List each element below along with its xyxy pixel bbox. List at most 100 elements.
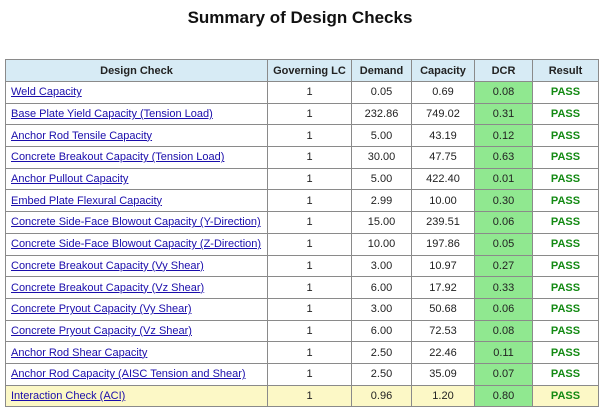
cell-capacity: 72.53 — [411, 319, 475, 343]
table-row: Anchor Pullout Capacity 1 5.00 422.40 0.01 PA… — [5, 167, 599, 191]
cell-dcr: 0.30 — [474, 189, 533, 213]
cell-result: PASS — [532, 362, 599, 386]
cell-governing-lc: 1 — [267, 319, 352, 343]
cell-capacity: 35.09 — [411, 362, 475, 386]
cell-dcr: 0.07 — [474, 362, 533, 386]
cell-design-check: Concrete Breakout Capacity (Vy Shear) — [5, 254, 268, 278]
cell-demand: 0.05 — [351, 81, 412, 104]
cell-capacity: 10.00 — [411, 189, 475, 213]
cell-dcr: 0.05 — [474, 232, 533, 256]
cell-result: PASS — [532, 341, 599, 364]
cell-design-check: Concrete Pryout Capacity (Vz Shear) — [5, 319, 268, 343]
cell-design-check: Interaction Check (ACI) — [5, 384, 268, 408]
cell-dcr: 0.31 — [474, 102, 533, 126]
cell-design-check: Base Plate Yield Capacity (Tension Load) — [5, 102, 268, 126]
column-header: Capacity — [411, 59, 475, 82]
cell-demand: 6.00 — [351, 276, 412, 299]
cell-capacity: 47.75 — [411, 146, 475, 169]
cell-demand: 2.50 — [351, 341, 412, 364]
cell-dcr: 0.63 — [474, 146, 533, 169]
cell-governing-lc: 1 — [267, 384, 352, 408]
design-check-link[interactable]: Concrete Side-Face Blowout Capacity (Z-D… — [11, 238, 262, 251]
cell-capacity: 1.20 — [411, 384, 475, 408]
column-header: Demand — [351, 59, 412, 82]
table-body: Weld Capacity 1 0.05 0.69 0.08 PASS Base Plate… — [5, 81, 599, 408]
cell-design-check: Anchor Pullout Capacity — [5, 167, 268, 191]
cell-capacity: 0.69 — [411, 81, 475, 104]
table-row: Concrete Pryout Capacity (Vy Shear) 1 3.00… — [5, 297, 599, 321]
design-check-link[interactable]: Concrete Breakout Capacity (Vz Shear) — [11, 281, 205, 294]
cell-governing-lc: 1 — [267, 362, 352, 386]
cell-governing-lc: 1 — [267, 297, 352, 321]
table-row: Concrete Pryout Capacity (Vz Shear) 1 6.00… — [5, 319, 599, 343]
table-row: Concrete Side-Face Blowout Capacity (Y-D… — [5, 211, 599, 234]
cell-capacity: 17.92 — [411, 276, 475, 299]
cell-design-check: Concrete Breakout Capacity (Tension Load… — [5, 146, 268, 169]
design-check-link[interactable]: Interaction Check (ACI) — [11, 389, 126, 402]
cell-capacity: 43.19 — [411, 124, 475, 148]
cell-governing-lc: 1 — [267, 276, 352, 299]
cell-demand: 5.00 — [351, 124, 412, 148]
cell-result: PASS — [532, 297, 599, 321]
table-row: Anchor Rod Shear Capacity 1 2.50 22.46 0.11 P… — [5, 341, 599, 364]
cell-result: PASS — [532, 276, 599, 299]
column-header: Design Check — [5, 59, 268, 82]
cell-governing-lc: 1 — [267, 167, 352, 191]
cell-result: PASS — [532, 384, 599, 408]
cell-capacity: 50.68 — [411, 297, 475, 321]
cell-result: PASS — [532, 189, 599, 213]
cell-demand: 6.00 — [351, 319, 412, 343]
design-check-link[interactable]: Anchor Pullout Capacity — [11, 173, 129, 186]
cell-dcr: 0.06 — [474, 211, 533, 234]
table-row: Embed Plate Flexural Capacity 1 2.99 10.00 0… — [5, 189, 599, 213]
cell-result: PASS — [532, 167, 599, 191]
design-check-link[interactable]: Concrete Breakout Capacity (Tension Load… — [11, 151, 225, 164]
design-check-link[interactable]: Concrete Pryout Capacity (Vy Shear) — [11, 303, 192, 316]
design-check-link[interactable]: Anchor Rod Shear Capacity — [11, 346, 148, 359]
table-row: Concrete Breakout Capacity (Tension Load… — [5, 146, 599, 169]
cell-governing-lc: 1 — [267, 254, 352, 278]
design-check-link[interactable]: Concrete Pryout Capacity (Vz Shear) — [11, 324, 192, 337]
cell-capacity: 197.86 — [411, 232, 475, 256]
cell-capacity: 749.02 — [411, 102, 475, 126]
header-row: Design Check Governing LC Demand Capacity DC… — [5, 59, 599, 82]
cell-demand: 232.86 — [351, 102, 412, 126]
cell-design-check: Anchor Rod Tensile Capacity — [5, 124, 268, 148]
cell-design-check: Concrete Side-Face Blowout Capacity (Z-D… — [5, 232, 268, 256]
cell-demand: 3.00 — [351, 297, 412, 321]
cell-demand: 3.00 — [351, 254, 412, 278]
cell-design-check: Embed Plate Flexural Capacity — [5, 189, 268, 213]
cell-result: PASS — [532, 254, 599, 278]
table-row: Base Plate Yield Capacity (Tension Load)… — [5, 102, 599, 126]
cell-result: PASS — [532, 102, 599, 126]
cell-capacity: 22.46 — [411, 341, 475, 364]
cell-design-check: Weld Capacity — [5, 81, 268, 104]
design-check-link[interactable]: Anchor Rod Capacity (AISC Tension and Sh… — [11, 368, 246, 381]
column-header: DCR — [474, 59, 533, 82]
cell-dcr: 0.27 — [474, 254, 533, 278]
cell-result: PASS — [532, 232, 599, 256]
table-row: Concrete Side-Face Blowout Capacity (Z-D… — [5, 232, 599, 256]
table-row: Anchor Rod Capacity (AISC Tension and Sh… — [5, 362, 599, 386]
design-check-link[interactable]: Concrete Breakout Capacity (Vy Shear) — [11, 259, 204, 272]
design-check-link[interactable]: Anchor Rod Tensile Capacity — [11, 129, 153, 142]
cell-design-check: Concrete Pryout Capacity (Vy Shear) — [5, 297, 268, 321]
cell-demand: 15.00 — [351, 211, 412, 234]
cell-dcr: 0.12 — [474, 124, 533, 148]
column-header: Governing LC — [267, 59, 352, 82]
design-check-link[interactable]: Embed Plate Flexural Capacity — [11, 194, 163, 207]
design-check-link[interactable]: Weld Capacity — [11, 86, 82, 99]
cell-result: PASS — [532, 81, 599, 104]
table-row: Interaction Check (ACI) 1 0.96 1.20 0.80 PASS — [5, 384, 599, 408]
table-row: Weld Capacity 1 0.05 0.69 0.08 PASS — [5, 81, 599, 104]
cell-dcr: 0.06 — [474, 297, 533, 321]
cell-governing-lc: 1 — [267, 81, 352, 104]
cell-demand: 30.00 — [351, 146, 412, 169]
cell-governing-lc: 1 — [267, 146, 352, 169]
design-check-link[interactable]: Base Plate Yield Capacity (Tension Load) — [11, 108, 213, 121]
cell-dcr: 0.01 — [474, 167, 533, 191]
design-check-link[interactable]: Concrete Side-Face Blowout Capacity (Y-D… — [11, 216, 261, 229]
cell-result: PASS — [532, 319, 599, 343]
cell-dcr: 0.08 — [474, 81, 533, 104]
